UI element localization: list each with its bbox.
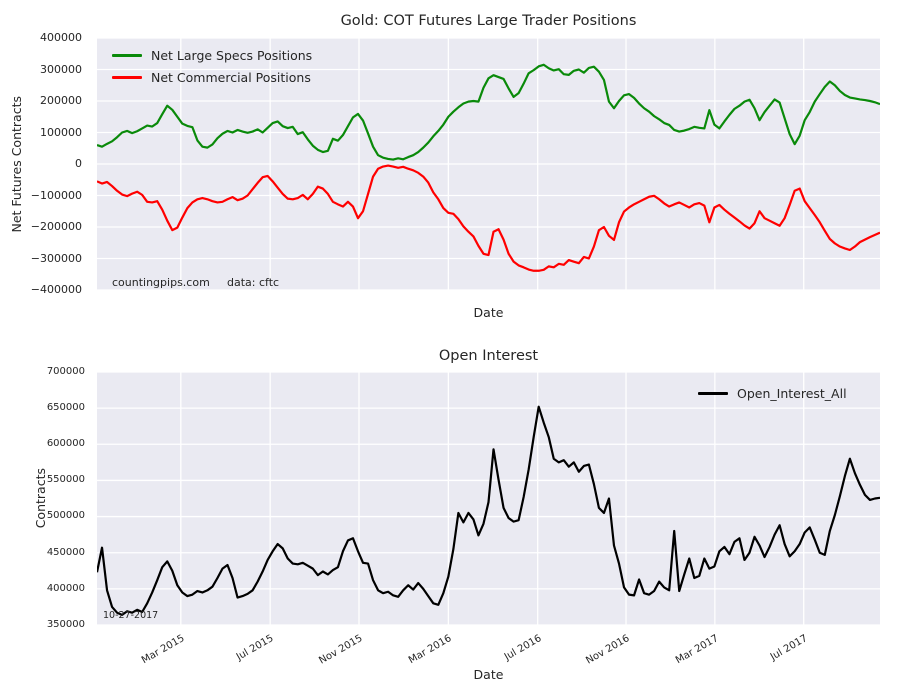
series-line-net-large-specs-positions <box>97 63 880 161</box>
top-y-axis-label-wrap: Net Futures Contracts <box>6 38 26 290</box>
legend-item-open-interest: Open_Interest_All <box>698 386 847 401</box>
legend-item-commercials: Net Commercial Positions <box>112 70 312 85</box>
y-tick-label: 700000 <box>46 365 85 377</box>
large-specs-line-sample-icon <box>112 54 142 57</box>
top-legend: Net Large Specs Positions Net Commercial… <box>112 48 312 92</box>
y-tick-label: 550000 <box>46 474 85 486</box>
top-chart-canvas <box>97 38 880 290</box>
y-tick-label: −200000 <box>30 220 82 234</box>
y-tick-label: 650000 <box>46 401 85 413</box>
y-tick-label: 600000 <box>46 438 85 450</box>
y-tick-label: 200000 <box>40 94 82 108</box>
y-tick-label: 100000 <box>40 125 82 139</box>
open-interest-legend-label: Open_Interest_All <box>737 386 847 401</box>
top-y-axis-label: Net Futures Contracts <box>8 95 24 233</box>
commercials-line-sample-icon <box>112 76 142 79</box>
bottom-chart-title: Open Interest <box>438 348 539 364</box>
y-tick-label: 350000 <box>46 618 85 630</box>
y-tick-label: 400000 <box>40 31 82 45</box>
top-plot-area <box>97 38 880 290</box>
bottom-x-axis-label: Date <box>473 667 504 682</box>
top-chart-title: Gold: COT Futures Large Trader Positions <box>340 13 637 29</box>
watermark-countingpips: countingpips.com <box>112 276 210 289</box>
top-x-axis-label: Date <box>473 305 504 320</box>
y-tick-label: 450000 <box>46 546 85 558</box>
open-interest-line-sample-icon <box>698 392 728 395</box>
bottom-chart-canvas <box>97 372 880 625</box>
y-tick-label: −400000 <box>30 283 82 297</box>
y-tick-label: 300000 <box>40 62 82 76</box>
y-tick-label: 400000 <box>46 582 85 594</box>
bottom-legend: Open_Interest_All <box>698 386 847 408</box>
series-line-open-interest-all <box>97 405 880 616</box>
last-date-annotation: 10-27-2017 <box>103 610 159 621</box>
series-line-net-commercial-positions <box>97 164 880 272</box>
data-source-note: data: cftc <box>227 276 280 289</box>
large-specs-legend-label: Net Large Specs Positions <box>151 48 313 63</box>
y-tick-label: −300000 <box>30 251 82 265</box>
legend-item-large-specs: Net Large Specs Positions <box>112 48 312 63</box>
y-tick-label: 500000 <box>46 510 85 522</box>
y-tick-label: −100000 <box>30 188 82 202</box>
bottom-y-axis-label: Contracts <box>32 468 48 529</box>
y-tick-label: 0 <box>75 157 82 171</box>
bottom-plot-area <box>97 372 880 625</box>
commercials-legend-label: Net Commercial Positions <box>151 70 311 85</box>
